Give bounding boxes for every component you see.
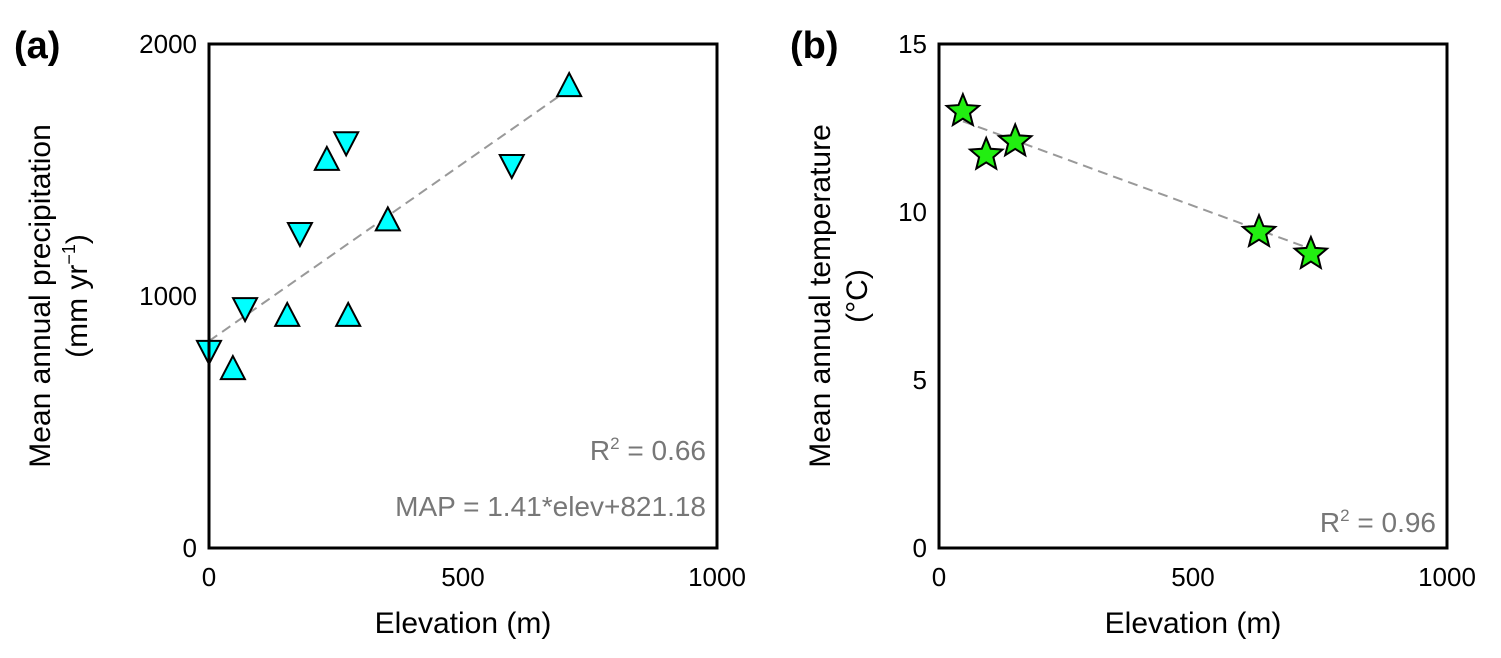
x-tick-label: 0 <box>202 562 216 592</box>
data-point-triangle-up <box>273 300 301 327</box>
y-tick-label: 5 <box>913 365 927 395</box>
x-tick-label: 1000 <box>1418 562 1476 592</box>
plot-frame-b <box>937 42 1449 550</box>
y-tick-label: 2000 <box>139 29 197 59</box>
plot-frame-a <box>207 42 719 550</box>
data-point-triangle-up <box>374 205 402 232</box>
x-axis-label-b: Elevation (m) <box>1105 607 1282 640</box>
data-point-triangle-down <box>498 153 526 181</box>
data-point-triangle-down <box>286 222 314 249</box>
x-tick-label: 1000 <box>688 562 746 592</box>
data-point-star <box>996 121 1034 158</box>
trendline-a <box>208 88 570 342</box>
data-point-triangle-up <box>334 300 362 327</box>
y-axis-label-a-line2: (mm yr−1) <box>59 234 94 358</box>
r-squared-a: R2 = 0.66 <box>590 434 706 466</box>
panel-a: (a) Elevation (m) Mean annual precipitat… <box>14 25 746 640</box>
x-axis-label-a: Elevation (m) <box>375 607 552 640</box>
data-point-triangle-up <box>313 144 341 171</box>
data-point-star <box>1292 234 1330 270</box>
data-point-star <box>944 91 982 128</box>
data-point-triangle-down <box>332 131 360 158</box>
y-tick-label: 0 <box>183 533 197 563</box>
x-tick-label: 500 <box>1171 562 1214 592</box>
y-tick-label: 15 <box>898 29 927 59</box>
data-point-star <box>967 135 1005 171</box>
regression-equation-a: MAP = 1.41*elev+821.18 <box>395 491 706 522</box>
data-point-triangle-down <box>231 297 259 324</box>
r-squared-b: R2 = 0.96 <box>1320 506 1436 538</box>
data-point-star <box>1240 212 1278 249</box>
panel-label-b: (b) <box>790 25 839 67</box>
y-tick-label: 10 <box>898 197 927 227</box>
y-axis-label-b-line2: (°C) <box>841 269 874 323</box>
x-tick-label: 0 <box>932 562 946 592</box>
data-point-triangle-up <box>219 353 247 381</box>
panel-b: (b) Elevation (m) Mean annual temperatur… <box>790 25 1476 640</box>
y-axis-label-a-line1: Mean annual precipitation <box>24 124 57 468</box>
x-tick-label: 500 <box>441 562 484 592</box>
y-tick-label: 0 <box>913 533 927 563</box>
panel-label-a: (a) <box>14 25 60 67</box>
data-point-triangle-up <box>555 70 583 98</box>
y-axis-label-b-line1: Mean annual temperature <box>804 124 837 468</box>
y-tick-label: 1000 <box>139 281 197 311</box>
